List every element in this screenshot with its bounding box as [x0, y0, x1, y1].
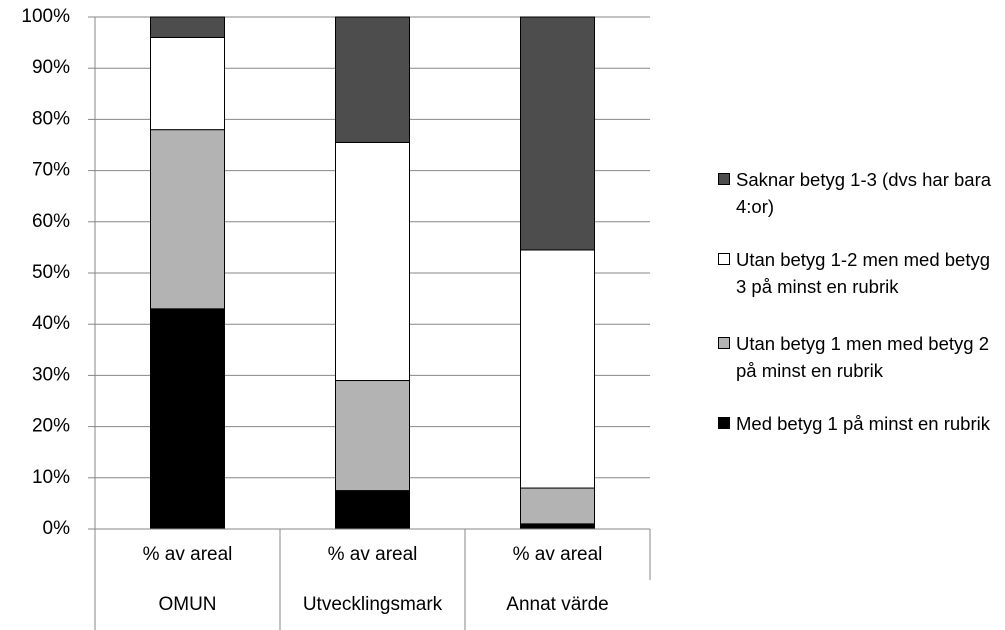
legend-swatch	[718, 337, 730, 349]
bar-segment	[335, 141, 410, 382]
x-tick-label: % av areal	[328, 544, 418, 565]
legend-label: Utan betyg 1 men med betyg 2 på minst en…	[736, 333, 989, 381]
y-tick-label: 10%	[32, 467, 70, 488]
legend-swatch	[718, 253, 730, 265]
bar-segment	[150, 129, 225, 310]
y-tick-label: 100%	[21, 6, 70, 27]
legend-entry: Utan betyg 1-2 men med betyg 3 på minst …	[718, 246, 1005, 300]
legend-label: Utan betyg 1-2 men med betyg 3 på minst …	[736, 249, 991, 297]
bar-segment	[150, 16, 225, 38]
y-tick-label: 70%	[32, 160, 70, 181]
legend-entry: Utan betyg 1 men med betyg 2 på minst en…	[718, 330, 1005, 384]
bar-segment	[520, 249, 595, 489]
y-tick-label: 30%	[32, 364, 70, 385]
bar-segment	[520, 523, 595, 530]
legend: Saknar betyg 1-3 (dvs har bara 4:or) Utan…	[718, 166, 1005, 437]
y-tick-label: 80%	[32, 108, 70, 129]
x-tick-label: % av areal	[143, 544, 233, 565]
bar-segment	[335, 380, 410, 492]
bar-segment	[520, 16, 595, 251]
x-group-label: Utvecklingsmark	[303, 594, 443, 615]
legend-entry: Saknar betyg 1-3 (dvs har bara 4:or)	[718, 166, 1005, 220]
bar-segment	[150, 36, 225, 131]
y-tick-label: 90%	[32, 57, 70, 78]
legend-entry: Med betyg 1 på minst en rubrik	[718, 410, 1005, 437]
y-tick-label: 0%	[43, 518, 71, 539]
bar-segment	[520, 487, 595, 525]
legend-swatch	[718, 417, 730, 429]
bar-segment	[150, 308, 225, 530]
y-tick-label: 20%	[32, 416, 70, 437]
bar-segment	[335, 16, 410, 143]
x-group-label: OMUN	[158, 594, 216, 615]
y-tick-label: 40%	[32, 313, 70, 334]
y-tick-label: 50%	[32, 262, 70, 283]
legend-label: Med betyg 1 på minst en rubrik	[736, 413, 990, 434]
legend-swatch	[718, 173, 730, 185]
bar-segment	[335, 490, 410, 530]
legend-label: Saknar betyg 1-3 (dvs har bara 4:or)	[736, 169, 992, 217]
x-group-label: Annat värde	[506, 594, 608, 615]
x-tick-label: % av areal	[513, 544, 603, 565]
y-tick-label: 60%	[32, 211, 70, 232]
